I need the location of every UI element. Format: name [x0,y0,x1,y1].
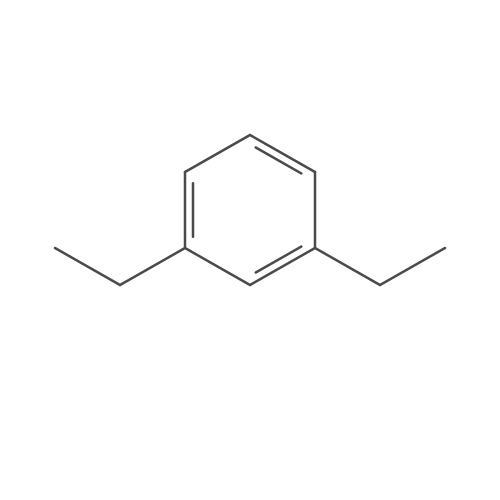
bond-line [185,248,250,285]
bond-line [55,248,120,285]
bond-line [380,248,445,285]
molecule-svg [0,0,500,500]
bond-line [185,135,250,172]
bond-line [315,248,380,285]
bond-line [250,135,315,172]
bond-line [120,248,185,285]
chemical-structure-canvas [0,0,500,500]
bond-line [250,248,315,285]
